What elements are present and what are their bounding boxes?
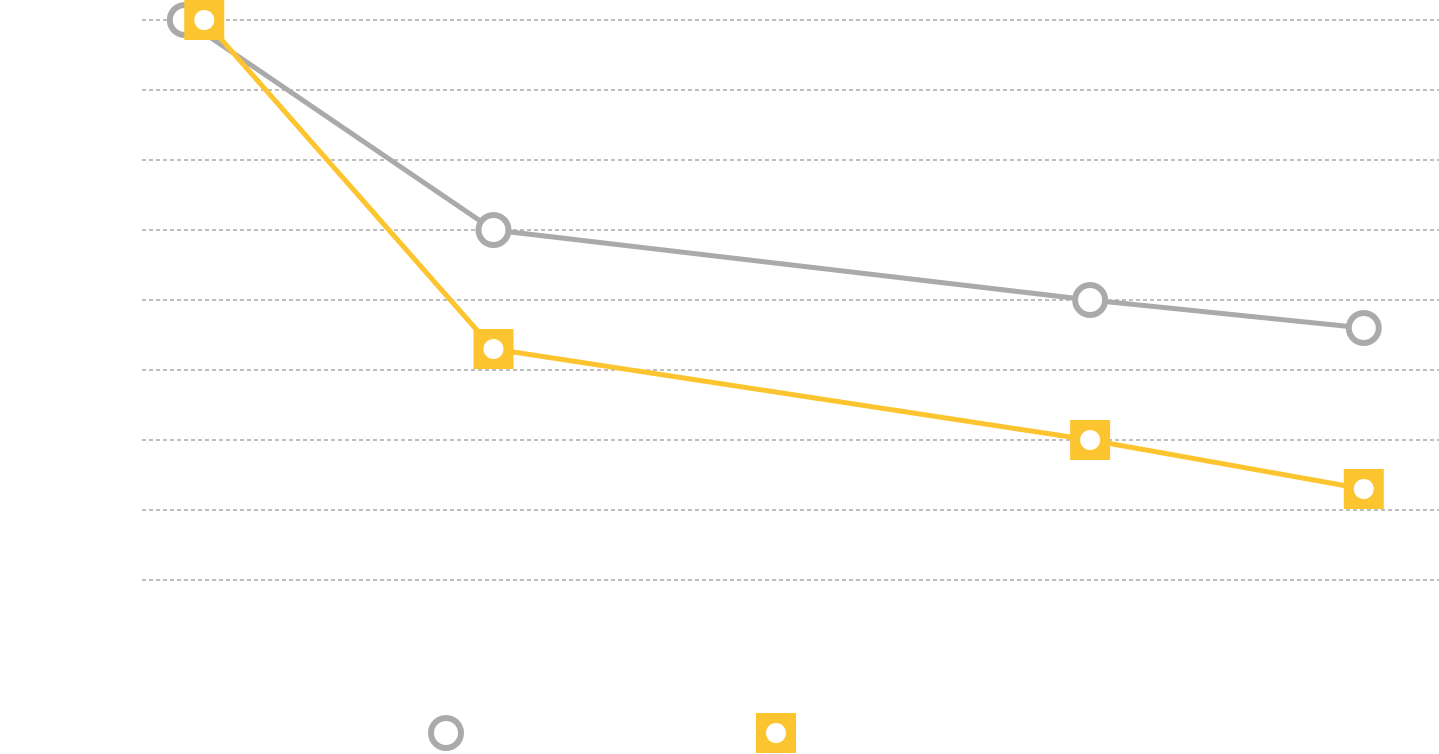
series-line: [183, 17, 1365, 331]
marker-dot: [1353, 479, 1374, 499]
marker-dot: [766, 723, 786, 743]
marker-dot: [194, 10, 215, 30]
point: [473, 329, 514, 369]
legend-marker: [428, 715, 464, 751]
point: [475, 212, 512, 248]
legend-marker: [756, 713, 796, 753]
point: [1343, 469, 1384, 509]
point: [1345, 310, 1382, 346]
point: [1070, 420, 1111, 460]
marker-dot: [483, 339, 504, 359]
point: [1072, 282, 1109, 318]
point: [184, 0, 225, 40]
marker-dot: [1080, 430, 1101, 450]
series-line: [202, 18, 1365, 492]
